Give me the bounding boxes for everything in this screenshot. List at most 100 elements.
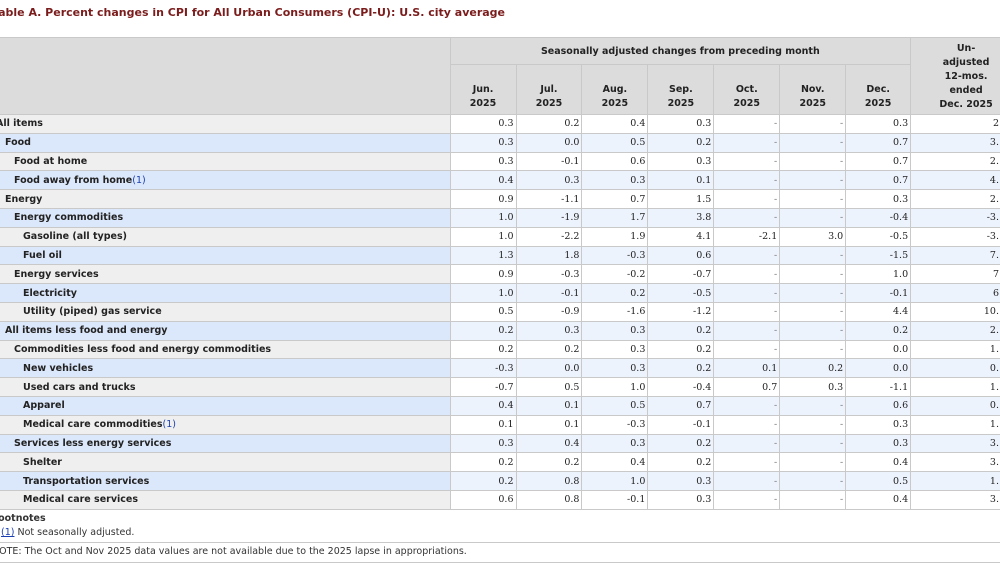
value-cell: -0.2 [581, 264, 649, 285]
month-header: Aug. 2025 [581, 64, 649, 115]
row-label-text: Energy [5, 193, 43, 205]
value-cell: 4.1 [647, 226, 715, 247]
value-cell: 0.7 [845, 151, 912, 172]
value-cell: 0.2 [647, 339, 715, 360]
month-header: Dec. 2025 [845, 64, 912, 115]
value-cell: 0.7 [713, 377, 781, 397]
unadjusted-header-line: adjusted [942, 57, 990, 68]
value-cell: -0.1 [647, 414, 715, 435]
value-cell: - [713, 395, 781, 416]
row-label-text: New vehicles [23, 362, 94, 374]
value-cell: 0.3 [647, 471, 715, 491]
value-cell: 0.3 [515, 320, 583, 341]
value-cell: - [779, 320, 847, 341]
footnote-1-text: Not seasonally adjusted. [14, 527, 135, 538]
row-label-text: Energy services [14, 268, 99, 280]
value-cell: - [779, 433, 847, 454]
row-label: Energy commodities [0, 207, 451, 228]
value-cell: 0.2 [845, 320, 912, 341]
row-label-text: All items less food and energy [5, 325, 168, 337]
year-label: 2025 [733, 98, 760, 109]
value-cell: - [713, 339, 781, 360]
unadjusted-header-line: ended [949, 85, 983, 96]
value-cell: 0.3 [581, 320, 649, 341]
row-label: Shelter [0, 452, 451, 473]
value-cell: 0.4 [515, 433, 583, 454]
annual-change-cell: -3. [910, 207, 1000, 228]
value-cell: 0.2 [581, 283, 649, 303]
value-cell: 0.3 [845, 433, 912, 454]
value-cell: - [713, 245, 781, 266]
footnote-link[interactable]: (1) [132, 174, 146, 186]
unadjusted-12mo-header: Un-adjusted 12-mos. ended Dec. 2025 [910, 37, 1000, 115]
table-row: Medical care commodities(1) 0.1 0.1 -0.3 -0.… [0, 414, 1000, 435]
row-label-text: Food at home [14, 155, 88, 167]
footnote-1-marker[interactable]: (1) [1, 527, 15, 538]
unadjusted-header-line: 12-mos. [944, 71, 988, 82]
year-label: 2025 [601, 98, 629, 109]
seasonal-group-header: Seasonally adjusted changes from precedi… [449, 37, 912, 65]
value-cell: -0.1 [845, 283, 912, 303]
value-cell: 1.0 [449, 283, 517, 303]
value-cell: 1.0 [449, 207, 517, 228]
value-cell: -1.2 [647, 301, 715, 322]
value-cell: - [779, 114, 847, 134]
value-cell: 1.8 [515, 245, 583, 266]
year-label: 2025 [667, 98, 695, 109]
value-cell: - [779, 264, 847, 285]
value-cell: 0.0 [515, 358, 583, 379]
divider [0, 542, 1000, 543]
row-label-text: Transportation services [23, 475, 150, 487]
annual-change-cell: 1. [910, 339, 1000, 360]
value-cell: 0.4 [845, 489, 912, 510]
value-cell: 0.3 [449, 433, 517, 454]
value-cell: 0.2 [779, 358, 847, 379]
value-cell: -0.3 [515, 264, 583, 285]
row-label-text: Utility (piped) gas service [23, 306, 162, 318]
value-cell: 1.0 [449, 226, 517, 247]
month-header: Nov. 2025 [779, 64, 847, 115]
month-label: Dec. [866, 84, 890, 95]
value-cell: 0.5 [581, 132, 649, 153]
annual-change-cell: 3. [910, 489, 1000, 510]
year-label: 2025 [535, 98, 563, 109]
cpi-table: Seasonally adjusted changes from precedi… [0, 37, 1000, 510]
value-cell: -1.1 [515, 189, 583, 209]
annual-change-cell: 6 [910, 283, 1000, 303]
value-cell: -1.9 [515, 207, 583, 228]
annual-change-cell: 2 [910, 114, 1000, 134]
value-cell: 0.7 [647, 395, 715, 416]
footnote-link[interactable]: (1) [162, 419, 176, 431]
annual-change-cell: 2. [910, 320, 1000, 341]
table-row: All items less food and energy 0.2 0.3 0.3 0… [0, 320, 1000, 341]
value-cell: 0.9 [449, 264, 517, 285]
footnote-1: (1) Not seasonally adjusted. [1, 527, 134, 538]
value-cell: - [779, 207, 847, 228]
value-cell: 0.2 [647, 320, 715, 341]
value-cell: - [779, 283, 847, 303]
value-cell: -1.5 [845, 245, 912, 266]
month-label: Oct. [735, 84, 758, 95]
table-row: Utility (piped) gas service 0.5 -0.9 -1.6 -1… [0, 301, 1000, 322]
value-cell: 0.3 [845, 414, 912, 435]
value-cell: 0.7 [845, 132, 912, 153]
annual-change-cell: -3. [910, 226, 1000, 247]
value-cell: 0.2 [449, 452, 517, 473]
value-cell: 0.5 [845, 471, 912, 491]
table-row: Shelter 0.2 0.2 0.4 0.2- -0.4 3. [0, 452, 1000, 473]
row-label: Energy services [0, 264, 451, 285]
table-row: Services less energy services 0.3 0.4 0.3 0.… [0, 433, 1000, 454]
value-cell: 0.3 [581, 170, 649, 191]
table-row: Apparel 0.4 0.1 0.5 0.7- -0.6 0. [0, 395, 1000, 416]
annual-change-cell: 1. [910, 471, 1000, 491]
value-cell: 0.0 [515, 132, 583, 153]
value-cell: - [779, 489, 847, 510]
value-cell: 1.0 [845, 264, 912, 285]
value-cell: 0.5 [515, 377, 583, 397]
row-label: Used cars and trucks [0, 377, 451, 397]
month-label: Sep. [668, 84, 693, 95]
table-row: Food away from home(1) 0.4 0.3 0.3 0.1- -0.7 4… [0, 170, 1000, 191]
table-row: Energy services 0.9 -0.3 -0.2 -0.7- -1.0 7 [0, 264, 1000, 285]
value-cell: 0.3 [581, 358, 649, 379]
value-cell: 0.4 [845, 452, 912, 473]
